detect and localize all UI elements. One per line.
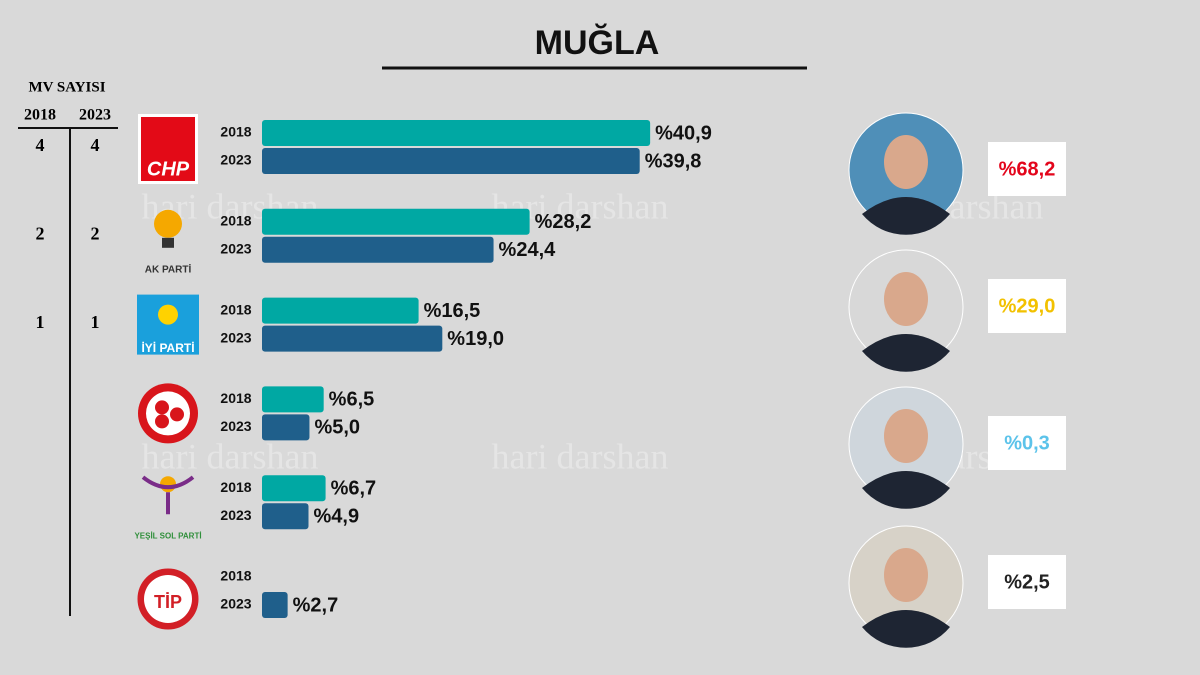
bar — [262, 120, 651, 146]
watermark: hari darshan — [492, 436, 669, 476]
party-logo — [162, 237, 174, 248]
party-logo — [154, 209, 182, 238]
seat-count: 2 — [36, 224, 45, 244]
year-label: 2023 — [220, 241, 251, 257]
seat-count: 1 — [36, 312, 45, 332]
seat-count: 4 — [91, 135, 100, 155]
bar — [262, 325, 443, 352]
value-label: %16,5 — [424, 300, 481, 322]
value-label: %2,7 — [293, 594, 339, 616]
party-logo — [155, 414, 169, 429]
value-label: %39,8 — [645, 150, 702, 172]
candidate-box — [988, 555, 1066, 609]
value-label: %28,2 — [535, 211, 592, 233]
candidate-face — [884, 409, 928, 463]
party-logo — [141, 475, 195, 515]
year-label: 2018 — [220, 390, 251, 406]
party-name: İYİ PARTİ — [141, 340, 194, 355]
seat-count: 2 — [91, 224, 100, 244]
value-label: %19,0 — [447, 328, 504, 350]
candidate-box — [988, 279, 1066, 333]
candidate-body — [862, 197, 950, 235]
party-logo — [141, 117, 195, 181]
bar — [262, 236, 494, 263]
candidate-box — [988, 416, 1066, 470]
candidate-share: %2,5 — [1004, 571, 1050, 593]
party-logo — [144, 575, 192, 623]
candidate-body — [862, 334, 950, 372]
bar — [262, 592, 288, 618]
bar — [262, 475, 326, 502]
bar — [262, 414, 310, 441]
party-name: YEŞİL SOL PARTİ — [134, 531, 201, 540]
party-logo — [160, 476, 176, 493]
value-label: %5,0 — [314, 417, 360, 439]
candidate-face — [884, 135, 928, 189]
seats-title: MV SAYISI — [28, 79, 105, 95]
party-logo — [158, 304, 178, 325]
candidate-face — [884, 548, 928, 602]
candidate-share: %68,2 — [999, 158, 1056, 180]
value-label: %6,7 — [331, 477, 377, 499]
value-label: %6,5 — [329, 389, 375, 411]
party-logo — [155, 400, 169, 415]
seat-count: 4 — [36, 135, 45, 155]
candidate-box — [988, 142, 1066, 196]
party-name: AK PARTİ — [145, 262, 192, 275]
party-logo — [170, 407, 184, 422]
value-label: %4,9 — [314, 505, 360, 527]
year-label: 2018 — [220, 124, 251, 140]
bar — [262, 208, 530, 235]
year-label: 2023 — [220, 329, 251, 345]
candidate-face — [884, 272, 928, 326]
page-title: MUĞLA — [535, 24, 660, 62]
bar — [262, 503, 309, 530]
year-label: 2018 — [220, 568, 251, 584]
year-label: 2023 — [220, 596, 251, 612]
candidate-share: %0,3 — [1004, 432, 1050, 454]
seats-header: 2023 — [79, 107, 111, 124]
year-label: 2018 — [220, 479, 251, 495]
bar — [262, 297, 419, 324]
year-label: 2018 — [220, 213, 251, 229]
candidate-body — [862, 471, 950, 509]
value-label: %24,4 — [499, 239, 557, 261]
candidate-body — [862, 610, 950, 648]
party-name: TİP — [154, 592, 182, 612]
year-label: 2023 — [220, 507, 251, 523]
candidate-share: %29,0 — [999, 295, 1056, 317]
seats-header: 2018 — [24, 107, 56, 124]
bar — [262, 386, 324, 413]
year-label: 2023 — [220, 418, 251, 434]
seat-count: 1 — [91, 312, 100, 332]
value-label: %40,9 — [655, 122, 712, 144]
year-label: 2023 — [220, 152, 251, 168]
bar — [262, 148, 640, 174]
year-label: 2018 — [220, 301, 251, 317]
party-name: CHP — [147, 158, 190, 180]
